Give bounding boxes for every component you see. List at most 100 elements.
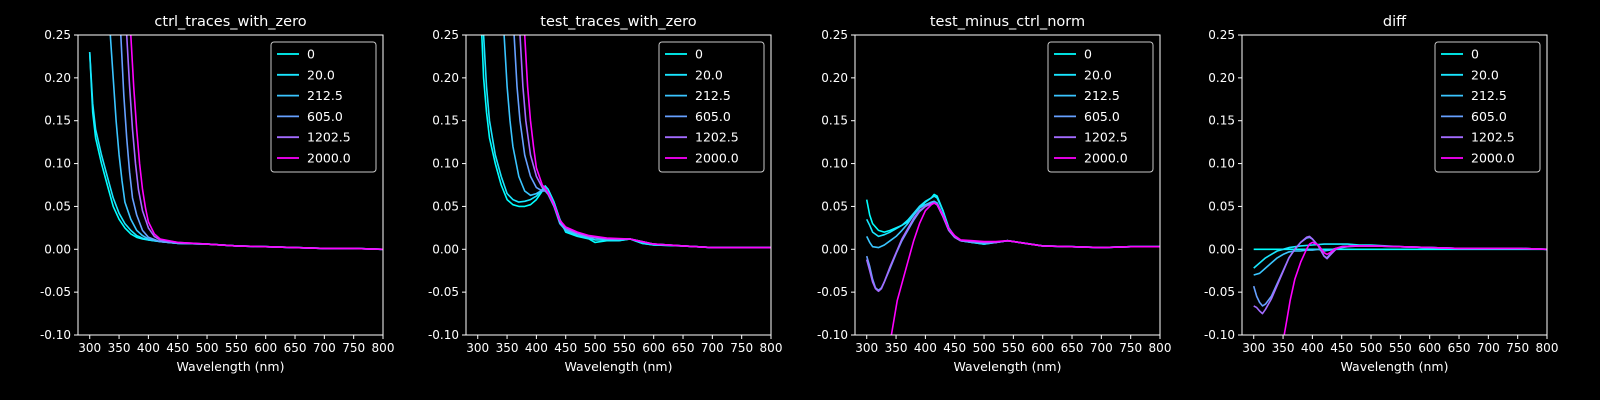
legend-label: 0 [695, 47, 703, 62]
x-tick-label: 600 [254, 341, 277, 355]
x-tick-label: 400 [525, 341, 548, 355]
y-tick-label: 0.25 [1208, 28, 1235, 42]
x-tick-label: 750 [342, 341, 365, 355]
legend: 0 20.0 212.5 605.0 1202.5 2000.0 [1434, 41, 1541, 173]
x-tick-label: 800 [760, 341, 783, 355]
y-tick-label: -0.05 [428, 285, 459, 299]
axes-frame [1241, 34, 1548, 336]
legend: 0 20.0 212.5 605.0 1202.5 2000.0 [1047, 41, 1154, 173]
x-axis-label: Wavelength (nm) [1341, 359, 1449, 374]
x-tick-label: 300 [1242, 341, 1265, 355]
x-tick-label: 750 [1506, 341, 1529, 355]
axes-frame [465, 34, 772, 336]
y-tick-label: 0.15 [432, 114, 459, 128]
x-tick-label: 300 [466, 341, 489, 355]
chart-panel: diff 300 350 400 450 500 550 600 650 700 750 800 -0.… [1204, 14, 1559, 374]
x-tick-label: 400 [137, 341, 160, 355]
legend-label: 605.0 [1471, 109, 1507, 124]
series-group [865, 193, 1160, 335]
y-tick-label: 0.00 [1208, 242, 1235, 256]
x-tick-label: 500 [973, 341, 996, 355]
x-tick-label: 300 [855, 341, 878, 355]
x-tick-label: 650 [672, 341, 695, 355]
y-tick-label: -0.05 [817, 285, 848, 299]
x-tick-label: 800 [372, 341, 395, 355]
y-tick-label: 0.05 [821, 199, 848, 213]
x-axis-label: Wavelength (nm) [954, 359, 1062, 374]
series-line [482, 35, 771, 249]
x-tick-label: 450 [1330, 341, 1353, 355]
x-axis-label: Wavelength (nm) [177, 359, 285, 374]
y-tick-label: 0.20 [44, 71, 71, 85]
x-tick-label: 700 [1090, 341, 1113, 355]
x-tick-label: 300 [78, 341, 101, 355]
y-tick-label: -0.10 [817, 328, 848, 342]
y-tick-label: -0.05 [1204, 285, 1235, 299]
series-line [890, 202, 1160, 335]
legend-label: 1202.5 [695, 130, 739, 145]
legend-label: 0 [1471, 47, 1479, 62]
x-tick-label: 550 [1002, 341, 1025, 355]
chart-panel: ctrl_traces_with_zero 300 350 400 450 500 550 6… [40, 14, 395, 374]
legend-label: 0 [307, 47, 315, 62]
y-tick-label: 0.00 [44, 242, 71, 256]
y-tick-label: 0.15 [821, 114, 848, 128]
chart-panel: test_traces_with_zero 300 350 400 450 500 550 6… [428, 14, 783, 374]
y-tick-label: 0.00 [821, 242, 848, 256]
axes-frame [854, 34, 1161, 336]
x-tick-label: 400 [1301, 341, 1324, 355]
x-tick-label: 800 [1149, 341, 1172, 355]
y-tick-label: -0.05 [40, 285, 71, 299]
chart-panel: test_minus_ctrl_norm 300 350 400 450 500 550 60… [817, 14, 1172, 374]
series-group [1252, 235, 1547, 335]
y-tick-label: 0.10 [821, 157, 848, 171]
y-tick-label: -0.10 [428, 328, 459, 342]
x-tick-label: 450 [166, 341, 189, 355]
y-tick-label: 0.20 [821, 71, 848, 85]
y-tick-label: 0.10 [44, 157, 71, 171]
x-tick-label: 350 [108, 341, 131, 355]
legend-label: 2000.0 [307, 151, 351, 166]
x-tick-label: 650 [284, 341, 307, 355]
y-tick-label: 0.25 [432, 28, 459, 42]
series-group [481, 35, 771, 249]
legend-label: 605.0 [1084, 109, 1120, 124]
series-group [88, 35, 383, 251]
x-tick-label: 550 [1389, 341, 1412, 355]
legend-label: 212.5 [307, 88, 343, 103]
legend-label: 20.0 [695, 67, 723, 82]
legend: 0 20.0 212.5 605.0 1202.5 2000.0 [270, 41, 377, 173]
legend-label: 20.0 [1084, 67, 1112, 82]
legend-label: 2000.0 [695, 151, 739, 166]
y-tick-label: 0.25 [821, 28, 848, 42]
y-tick-label: -0.10 [1204, 328, 1235, 342]
chart-title: diff [1383, 14, 1407, 30]
y-tick-label: 0.20 [1208, 71, 1235, 85]
x-tick-label: 350 [885, 341, 908, 355]
x-tick-label: 750 [1119, 341, 1142, 355]
x-tick-label: 650 [1448, 341, 1471, 355]
y-tick-label: 0.15 [1208, 114, 1235, 128]
legend-label: 212.5 [1471, 88, 1507, 103]
x-tick-label: 550 [225, 341, 248, 355]
y-tick-label: -0.10 [40, 328, 71, 342]
y-tick-label: 0.20 [432, 71, 459, 85]
x-tick-label: 650 [1061, 341, 1084, 355]
x-tick-label: 550 [613, 341, 636, 355]
x-tick-label: 350 [496, 341, 519, 355]
x-tick-label: 400 [914, 341, 937, 355]
y-tick-label: 0.10 [1208, 157, 1235, 171]
x-tick-label: 700 [1477, 341, 1500, 355]
legend-label: 2000.0 [1471, 151, 1515, 166]
y-tick-label: 0.10 [432, 157, 459, 171]
x-tick-label: 600 [1031, 341, 1054, 355]
x-tick-label: 600 [642, 341, 665, 355]
x-tick-label: 500 [196, 341, 219, 355]
legend-label: 2000.0 [1084, 151, 1128, 166]
legend-label: 212.5 [695, 88, 731, 103]
series-line [523, 35, 771, 249]
legend-label: 1202.5 [307, 130, 351, 145]
legend-label: 20.0 [307, 67, 335, 82]
series-line [1283, 241, 1547, 335]
